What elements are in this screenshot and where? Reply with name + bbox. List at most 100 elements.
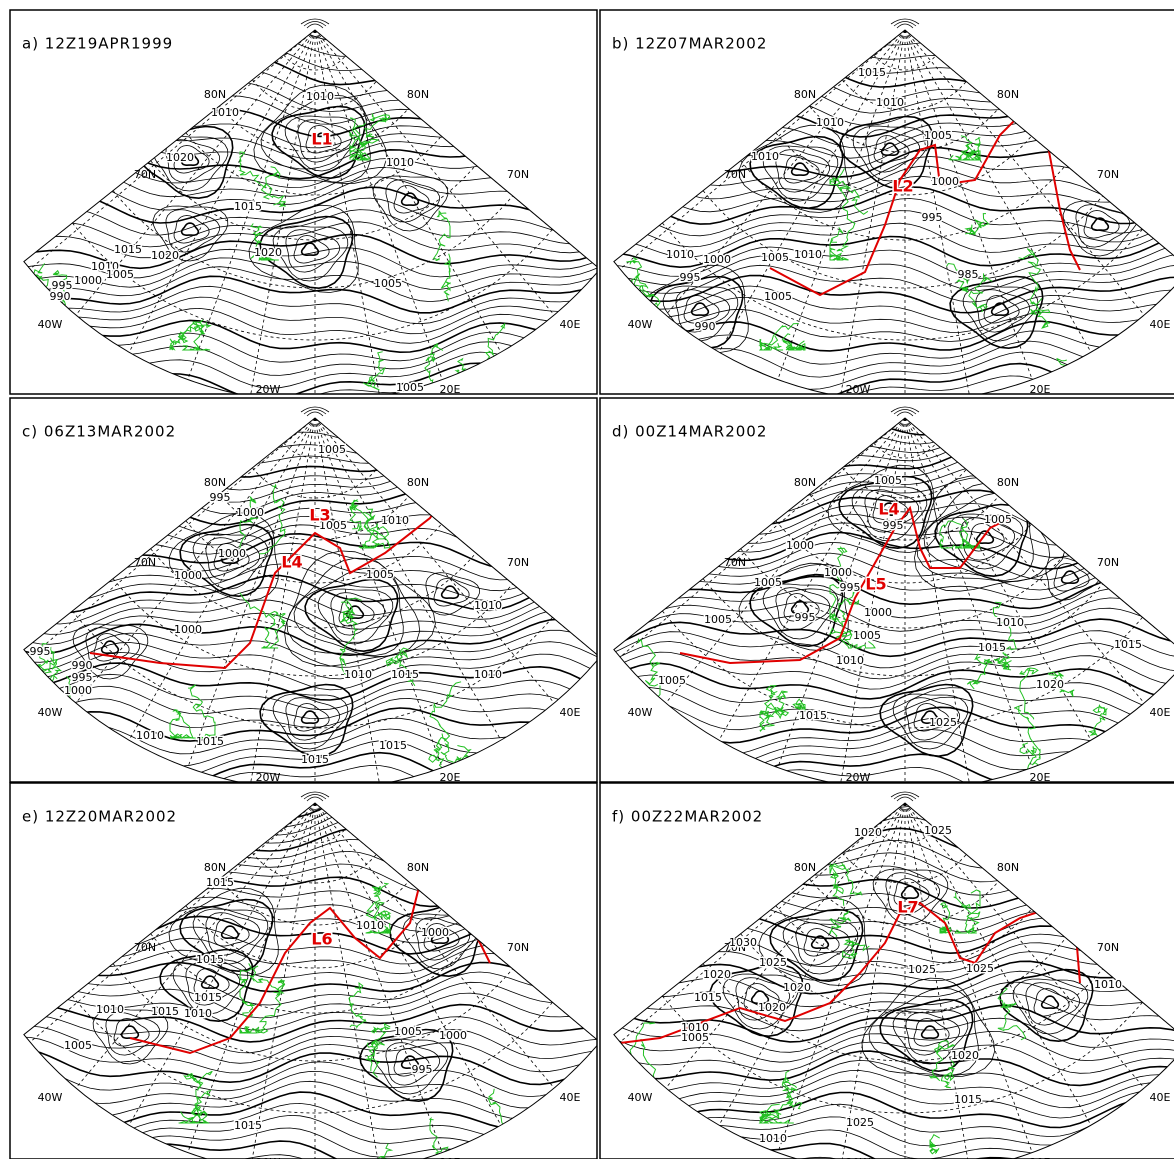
map-content bbox=[0, 785, 610, 1159]
grid-label: 40E bbox=[1150, 318, 1171, 331]
grid-label: 80N bbox=[794, 88, 816, 101]
isobar-label: 1010 bbox=[136, 729, 164, 742]
grid-label: 80N bbox=[204, 476, 226, 489]
isobar-closed bbox=[202, 976, 219, 988]
meridian bbox=[124, 418, 315, 749]
coastline bbox=[551, 1125, 570, 1151]
isobar-label: 1005 bbox=[681, 1031, 709, 1044]
panel-frame bbox=[10, 783, 597, 1159]
isobar-label: 1010 bbox=[759, 1132, 787, 1145]
map-content bbox=[590, 399, 1174, 800]
isobar-label: 1000 bbox=[439, 1029, 467, 1042]
coastline bbox=[624, 1074, 646, 1083]
map-area bbox=[590, 399, 1174, 800]
map-panel: 80N80N70N70N40W20W20E40E1005995100010051… bbox=[0, 398, 610, 800]
isobar bbox=[0, 198, 610, 235]
isobar bbox=[590, 1126, 1174, 1159]
isobar-label: 1015 bbox=[954, 1093, 982, 1106]
isobar-label: 1000 bbox=[236, 506, 264, 519]
isobar bbox=[0, 444, 610, 477]
isobar-label: 1000 bbox=[421, 926, 449, 939]
isobar-label: 1000 bbox=[74, 274, 102, 287]
panel-frame bbox=[600, 783, 1174, 1159]
grid-label: 80N bbox=[407, 476, 429, 489]
isobar-closed bbox=[394, 186, 429, 214]
isobar-label: 1015 bbox=[1114, 638, 1142, 651]
coastline bbox=[620, 684, 653, 698]
coastline bbox=[30, 1079, 52, 1083]
grid-label: 40W bbox=[38, 318, 63, 331]
latitude-circle bbox=[113, 191, 513, 288]
isobar bbox=[0, 57, 610, 93]
coastline bbox=[489, 363, 512, 391]
isobar-label: 1020 bbox=[703, 968, 731, 981]
low-label: L1 bbox=[311, 130, 332, 149]
isobar-label: 990 bbox=[695, 320, 716, 333]
isobar-label: 1000 bbox=[864, 606, 892, 619]
grid-label: 70N bbox=[724, 168, 746, 181]
isobar-label: 1010 bbox=[751, 150, 779, 163]
isobar-label: 1005 bbox=[396, 381, 424, 394]
isobar bbox=[0, 1103, 610, 1140]
grid-label: 40E bbox=[560, 318, 581, 331]
isobar bbox=[0, 132, 610, 169]
isobar-closed bbox=[874, 136, 909, 164]
panel-title: c) 06Z13MAR2002 bbox=[22, 423, 176, 441]
coastline bbox=[1111, 1113, 1140, 1159]
isobar bbox=[0, 121, 610, 158]
low-label: L4 bbox=[878, 500, 899, 519]
isobar bbox=[590, 211, 1174, 247]
isobar-label: 1010 bbox=[306, 90, 334, 103]
isobar-label: 1015 bbox=[194, 991, 222, 1004]
coastline bbox=[32, 1067, 57, 1083]
map-area bbox=[0, 785, 610, 1159]
isobar bbox=[0, 1061, 610, 1096]
panel-title: b) 12Z07MAR2002 bbox=[612, 35, 767, 53]
panel-title: f) 00Z22MAR2002 bbox=[612, 808, 763, 826]
isobar-label: 1020 bbox=[758, 1001, 786, 1014]
isobar-label: 1010 bbox=[356, 919, 384, 932]
grid-label: 70N bbox=[1097, 556, 1119, 569]
isobar bbox=[590, 1081, 1174, 1118]
isobar-label: 995 bbox=[883, 519, 904, 532]
isobar bbox=[0, 222, 610, 258]
map-content bbox=[0, 399, 610, 800]
isobar-label: 1015 bbox=[694, 991, 722, 1004]
isobar-label: 1010 bbox=[996, 616, 1024, 629]
coastline bbox=[760, 336, 783, 350]
isobar bbox=[0, 78, 610, 113]
map-panel: 80N80N70N70N40W20W20E40E1015101510101000… bbox=[0, 783, 610, 1159]
isobar bbox=[590, 297, 1174, 332]
isobar-label: 1020 bbox=[151, 249, 179, 262]
isobar-label: 1005 bbox=[366, 568, 394, 581]
grid-label: 70N bbox=[507, 556, 529, 569]
isobar-label: 1005 bbox=[761, 251, 789, 264]
isobar bbox=[590, 697, 1174, 734]
isobar-label: 1025 bbox=[929, 716, 957, 729]
grid-label: 80N bbox=[204, 861, 226, 874]
isobar bbox=[0, 352, 610, 388]
meridian bbox=[774, 30, 905, 389]
isobar-label: 1000 bbox=[824, 566, 852, 579]
isobar-label: 1000 bbox=[703, 253, 731, 266]
coastline bbox=[1114, 1123, 1141, 1149]
isobar-label: 1025 bbox=[908, 963, 936, 976]
isobar-label: 1010 bbox=[876, 96, 904, 109]
isobar-label: 1015 bbox=[301, 753, 329, 766]
isobar-closed bbox=[1084, 211, 1119, 239]
isobar bbox=[0, 1137, 610, 1159]
isobar-closed bbox=[166, 210, 220, 253]
isobar bbox=[0, 1005, 610, 1042]
coastline bbox=[1135, 375, 1158, 391]
isobar-label: 1015 bbox=[151, 1005, 179, 1018]
grid-label: 70N bbox=[134, 556, 156, 569]
meridian bbox=[124, 30, 315, 361]
isobar-label: 1025 bbox=[924, 824, 952, 837]
grid-label: 40W bbox=[628, 706, 653, 719]
isobar bbox=[0, 465, 610, 502]
coastline bbox=[994, 658, 1011, 670]
isobar-label: 1020 bbox=[1036, 678, 1064, 691]
isobar-label: 1020 bbox=[254, 246, 282, 259]
isobar-label: 1025 bbox=[759, 956, 787, 969]
grid-label: 40W bbox=[628, 318, 653, 331]
